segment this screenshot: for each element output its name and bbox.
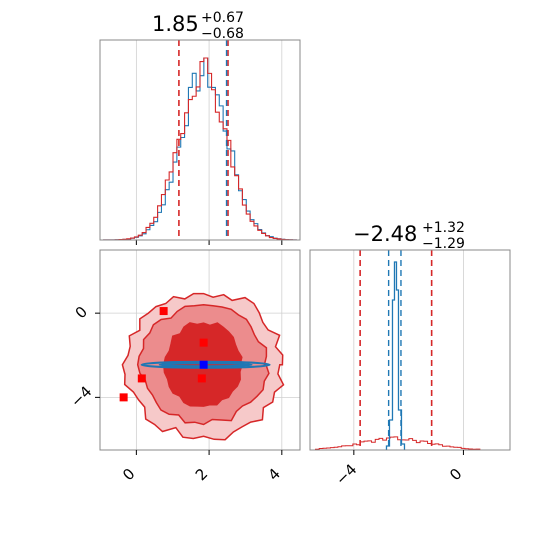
x-tick-label: 2 — [192, 465, 211, 484]
x-tick-label: 0 — [119, 465, 138, 484]
hist-1-frame — [99, 39, 301, 241]
hist-1-bars — [103, 57, 297, 240]
hist-1-quantiles — [135, 40, 283, 245]
hist-1-grid — [135, 40, 283, 240]
hist-2-step-blue — [385, 261, 406, 450]
title-2-upper: +1.32 — [422, 220, 465, 236]
hist-2-grid — [353, 250, 464, 450]
marker-red-square — [137, 374, 146, 383]
panel-2d-frame — [99, 249, 301, 451]
panel-2d: 0 2 4 0 −4 — [67, 249, 301, 484]
x2-tick-label: 0 — [446, 465, 465, 484]
marker-blue-square — [199, 360, 208, 369]
hist-2-content — [314, 250, 481, 450]
title-1-value: 1.85 — [152, 12, 199, 36]
panel-2d-content — [119, 292, 285, 441]
title-1-lower: −0.68 — [201, 26, 244, 42]
title-param-1: 1.85 +0.67 −0.68 — [152, 10, 244, 42]
y-tick-label: −4 — [67, 382, 95, 410]
title-2-value: −2.48 — [353, 222, 417, 246]
x2-axis-ticks: −4 0 — [332, 450, 466, 489]
marker-red-square — [119, 393, 128, 402]
title-1-upper: +0.67 — [201, 10, 244, 26]
x-axis-ticks: 0 2 4 — [119, 450, 284, 484]
x-tick-label: 4 — [265, 465, 284, 484]
hist-1-step-red — [103, 57, 297, 240]
panel-hist-param-2: −4 0 — [309, 249, 511, 489]
title-param-2: −2.48 +1.32 −1.29 — [353, 220, 465, 252]
hist-2-step-red — [314, 436, 481, 450]
y-axis-ticks: 0 −4 — [67, 303, 100, 411]
title-2-lower: −1.29 — [422, 236, 465, 252]
y-tick-label: 0 — [72, 303, 91, 322]
marker-red-square — [159, 307, 168, 316]
hist-2-frame — [309, 249, 511, 451]
x2-tick-label: −4 — [332, 460, 360, 488]
marker-red-square — [199, 338, 208, 347]
marker-red-square — [197, 374, 206, 383]
panel-hist-param-1 — [99, 39, 301, 245]
